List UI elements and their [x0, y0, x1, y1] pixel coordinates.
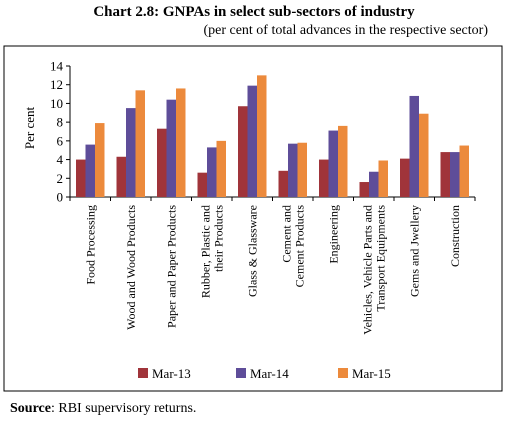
bar-mar-14 — [247, 85, 257, 197]
x-tick-label: Vehicles, Vehicle Parts and — [360, 205, 374, 335]
x-tick-labels: Food Processing Wood and Wood Products Pap… — [83, 205, 462, 335]
y-tick-label: 14 — [50, 59, 64, 74]
bar-mar-13 — [319, 159, 329, 197]
bar-mar-13 — [278, 170, 288, 197]
bar-mar-15 — [378, 160, 388, 197]
x-tick-label: Gems and Jwellery — [407, 205, 421, 297]
legend-label: Mar-15 — [352, 366, 391, 381]
x-tick-label: Food Processing — [83, 205, 97, 285]
x-tick-label: Glass & Glassware — [245, 205, 259, 297]
y-tick-label: 4 — [57, 152, 64, 167]
bar-mar-13 — [197, 172, 207, 197]
legend-label: Mar-14 — [250, 366, 289, 381]
legend: Mar-13 Mar-14 Mar-15 — [138, 366, 391, 381]
chart-frame — [3, 45, 503, 392]
bar-mar-14 — [450, 152, 460, 197]
bar-mar-15 — [297, 142, 307, 197]
y-tick-label: 2 — [57, 171, 64, 186]
bar-mar-13 — [400, 158, 410, 197]
source-label: Source — [10, 401, 51, 416]
legend-item-mar-15: Mar-15 — [338, 366, 391, 381]
x-tick-label: Paper and Paper Products — [164, 205, 178, 328]
legend-swatch — [338, 368, 348, 378]
bar-mar-15 — [135, 90, 145, 197]
bar-mar-13 — [238, 106, 248, 197]
bar-mar-15 — [338, 125, 348, 197]
bar-mar-14 — [328, 130, 338, 197]
bar-mar-15 — [216, 140, 226, 197]
bar-mar-13 — [76, 159, 86, 197]
legend-item-mar-14: Mar-14 — [236, 366, 289, 381]
y-tick-label: 10 — [50, 96, 63, 111]
source-note: Source: RBI supervisory returns. — [10, 401, 196, 417]
bar-mar-13 — [157, 128, 167, 197]
bar-mar-15 — [459, 145, 469, 197]
bar-mar-13 — [359, 182, 369, 197]
bar-mar-13 — [116, 156, 126, 197]
legend-swatch — [138, 368, 148, 378]
legend-item-mar-13: Mar-13 — [138, 366, 191, 381]
x-tick-label: Wood and Wood Products — [124, 205, 138, 330]
bar-mar-14 — [369, 171, 379, 197]
legend-label: Mar-13 — [152, 366, 191, 381]
y-tick-label: 0 — [57, 190, 64, 205]
x-tick-label: Cement and — [279, 205, 293, 263]
x-tick-label: Construction — [448, 205, 462, 267]
y-tick-label: 6 — [57, 133, 64, 148]
chart-subtitle: (per cent of total advances in the respe… — [203, 23, 488, 38]
y-tick-label: 12 — [50, 77, 63, 92]
bar-mar-14 — [166, 99, 176, 197]
bar-mar-13 — [440, 152, 450, 197]
bar-mar-15 — [95, 123, 105, 197]
y-axis-label: Per cent — [22, 106, 37, 149]
bar-mar-15 — [419, 113, 429, 197]
source-text: : RBI supervisory returns. — [50, 401, 197, 416]
chart-title: Chart 2.8: GNPAs in select sub-sectors o… — [93, 4, 415, 20]
legend-swatch — [236, 368, 246, 378]
bars — [76, 75, 469, 197]
x-tick-label: Cement Products — [292, 205, 306, 288]
y-tick-label: 8 — [57, 115, 64, 130]
bar-mar-15 — [176, 88, 186, 197]
bar-mar-14 — [207, 147, 217, 197]
x-tick-label: Transport Equipments — [373, 205, 387, 312]
x-tick-label: Rubber, Plastic and — [198, 205, 212, 298]
bar-mar-14 — [288, 143, 298, 197]
bar-mar-14 — [126, 108, 136, 197]
x-tick-label: Engineering — [326, 205, 340, 264]
bar-mar-14 — [85, 144, 95, 197]
bar-mar-15 — [257, 75, 267, 197]
x-tick-label: their Products — [211, 205, 225, 272]
bar-mar-14 — [409, 95, 419, 197]
